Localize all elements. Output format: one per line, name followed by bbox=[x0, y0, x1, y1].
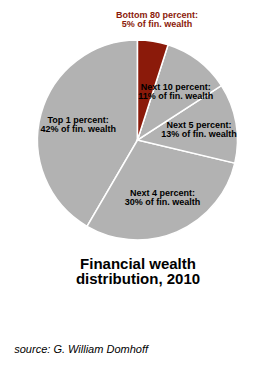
svg-text:Top 1 percent:42% of fin. weal: Top 1 percent:42% of fin. wealth bbox=[40, 115, 116, 134]
svg-text:Next 4 percent:30% of fin. wea: Next 4 percent:30% of fin. wealth bbox=[125, 188, 201, 207]
svg-text:Bottom 80 percent:5% of fin. w: Bottom 80 percent:5% of fin. wealth bbox=[116, 10, 198, 29]
svg-text:Financial wealthdistribution,: Financial wealthdistribution, 2010 bbox=[76, 255, 200, 287]
svg-text:Next 5 percent:13% of fin. wea: Next 5 percent:13% of fin. wealth bbox=[161, 120, 237, 139]
svg-text:Next 10 percent:11% of fin. we: Next 10 percent:11% of fin. wealth bbox=[138, 82, 213, 101]
svg-text:source: G. William Domhoff: source: G. William Domhoff bbox=[14, 343, 149, 355]
